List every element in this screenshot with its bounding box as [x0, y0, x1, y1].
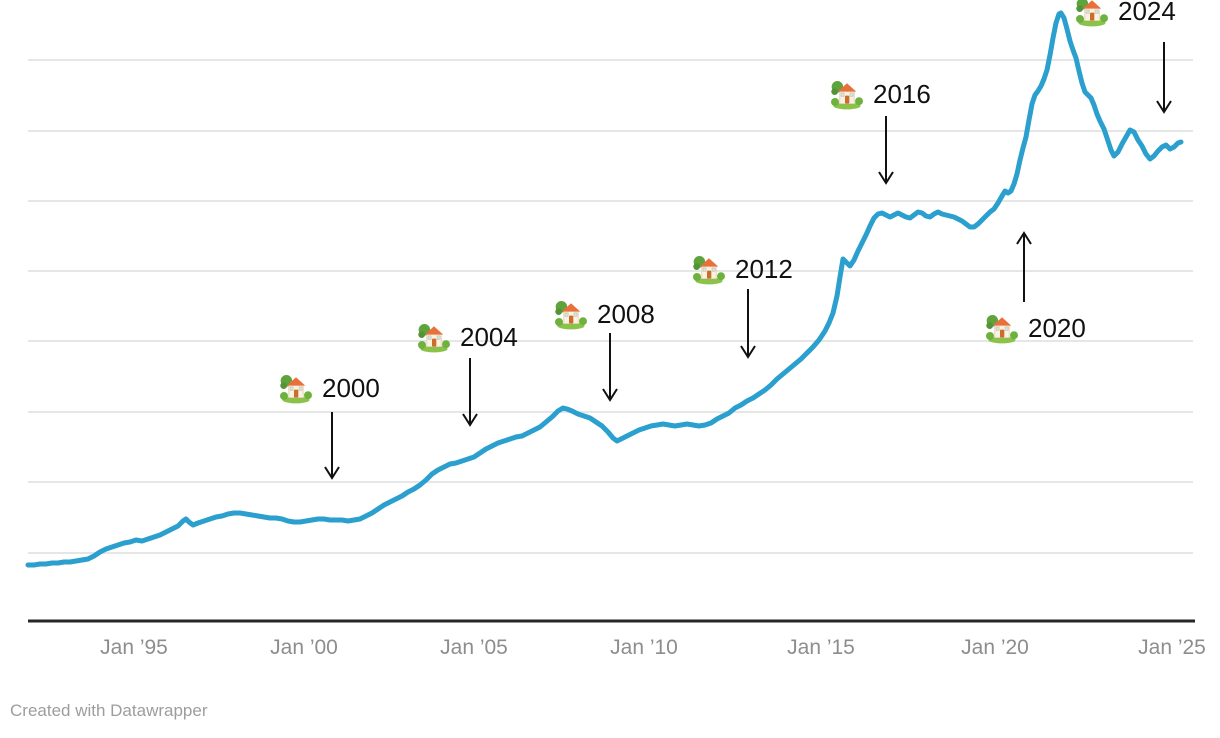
x-axis-tick-label: Jan ’20 — [961, 636, 1029, 659]
annotation-arrow-head-2000 — [324, 466, 340, 480]
x-axis-tick-label: Jan ’25 — [1138, 636, 1206, 659]
annotation-arrow-head-2008 — [602, 388, 618, 402]
annotation-arrow-head-2004 — [462, 413, 478, 427]
annotation-arrow-head-2012 — [740, 345, 756, 359]
datawrapper-credit-link[interactable]: Created with Datawrapper — [10, 701, 208, 720]
x-axis-tick-label: Jan ’10 — [610, 636, 678, 659]
annotation-arrow-head-2020 — [1016, 231, 1032, 245]
x-axis-tick-label: Jan ’05 — [440, 636, 508, 659]
x-axis-tick-label: Jan ’15 — [787, 636, 855, 659]
annotation-arrow-head-2024 — [1156, 100, 1172, 114]
series-line-house-price-index — [25, 10, 1184, 568]
x-axis-tick-label: Jan ’95 — [100, 636, 168, 659]
x-axis-ticks: Jan ’95 Jan ’00 Jan ’05 Jan ’10 Jan ’15 Jan ’… — [0, 636, 1220, 666]
annotation-arrow-head-2016 — [878, 171, 894, 185]
x-axis-tick-label: Jan ’00 — [270, 636, 338, 659]
